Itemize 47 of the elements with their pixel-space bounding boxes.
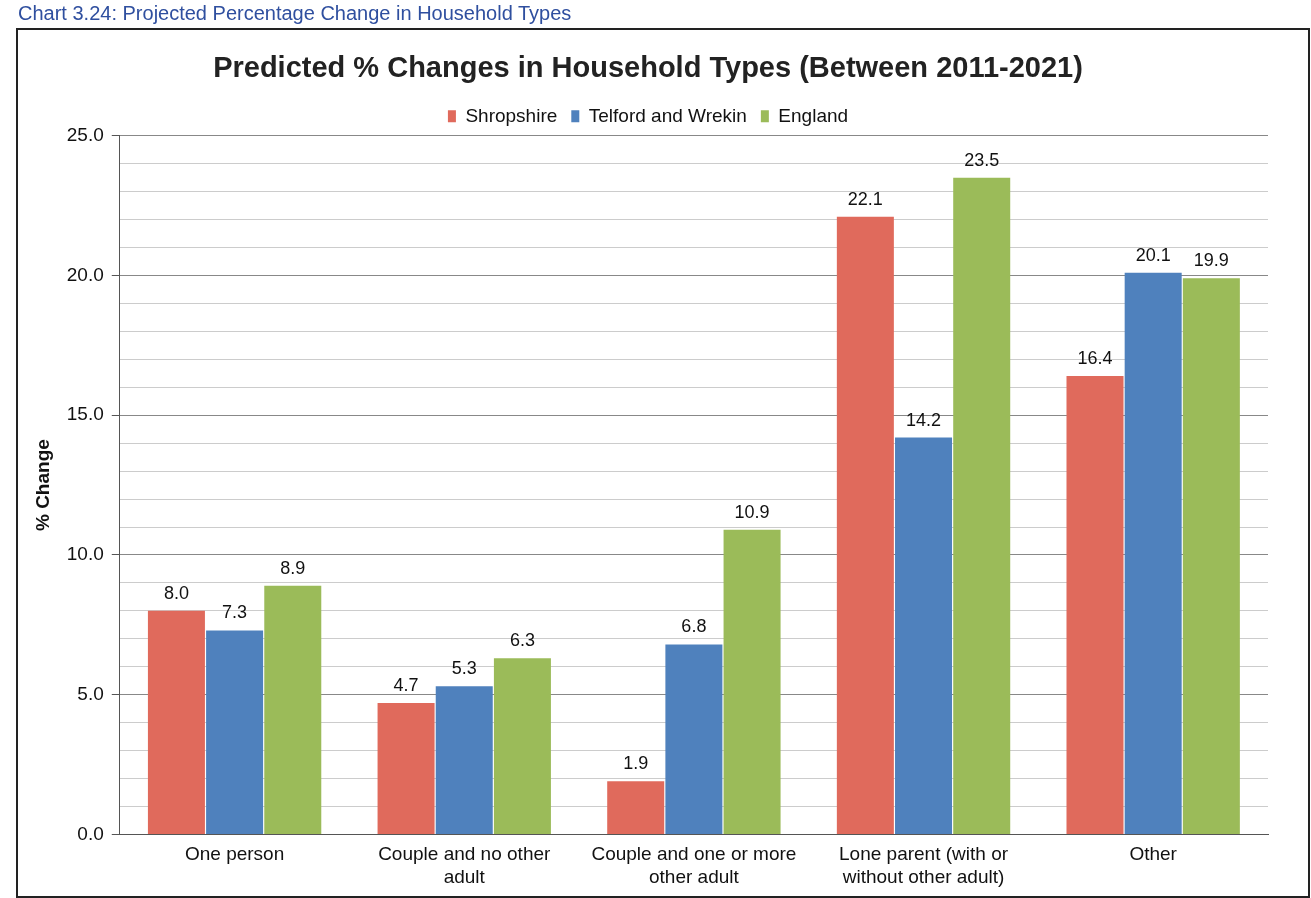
bar	[1182, 278, 1240, 834]
chart-title: Predicted % Changes in Household Types (Between 2011-2021)	[213, 51, 1083, 84]
y-tick-label: 10.0	[66, 543, 104, 565]
data-label: 6.3	[509, 630, 535, 651]
bar	[1124, 272, 1182, 834]
bar	[264, 585, 322, 834]
data-label: 20.1	[1135, 244, 1171, 265]
data-label: 7.3	[222, 602, 248, 623]
y-axis-title: % Change	[31, 439, 53, 532]
y-tick-label: 25.0	[66, 124, 104, 146]
legend-label: Telford and Wrekin	[588, 104, 747, 126]
legend-label: England	[778, 104, 849, 126]
bar	[665, 644, 723, 834]
data-label: 16.4	[1077, 348, 1113, 369]
data-label: 8.0	[163, 582, 189, 603]
data-label: 1.9	[623, 753, 649, 774]
bar	[377, 703, 435, 834]
data-label: 5.3	[451, 658, 477, 679]
bar	[435, 686, 493, 834]
data-label: 22.1	[847, 188, 883, 209]
data-label: 6.8	[681, 616, 707, 637]
bar	[836, 216, 894, 834]
x-tick-label: One person	[184, 843, 285, 865]
bar	[1066, 376, 1124, 834]
data-label: 4.7	[393, 675, 419, 696]
y-tick-label: 0.0	[77, 822, 104, 844]
bar	[607, 781, 665, 834]
data-label: 8.9	[280, 557, 306, 578]
x-tick-label: Couple and no other adult	[378, 843, 552, 887]
y-tick-label: 5.0	[77, 682, 104, 704]
bar	[895, 437, 953, 834]
x-tick-label: Lone parent (with or without other adult)	[839, 843, 1009, 887]
data-label: 23.5	[964, 149, 1000, 170]
bar	[147, 610, 205, 834]
bar	[206, 630, 264, 834]
y-tick-label: 20.0	[66, 263, 104, 285]
data-label: 10.9	[734, 501, 770, 522]
x-tick-label: Other	[1129, 843, 1178, 865]
x-tick-label: Couple and one or more other adult	[591, 843, 797, 887]
data-label: 14.2	[906, 409, 942, 430]
y-tick-label: 15.0	[66, 403, 104, 425]
legend-label: Shropshire	[465, 104, 558, 126]
data-label: 19.9	[1193, 250, 1229, 271]
caption: Chart 3.24: Projected Percentage Change in Household Types	[17, 1, 573, 26]
bar	[953, 177, 1011, 834]
bar	[723, 529, 781, 834]
bar	[493, 658, 551, 834]
